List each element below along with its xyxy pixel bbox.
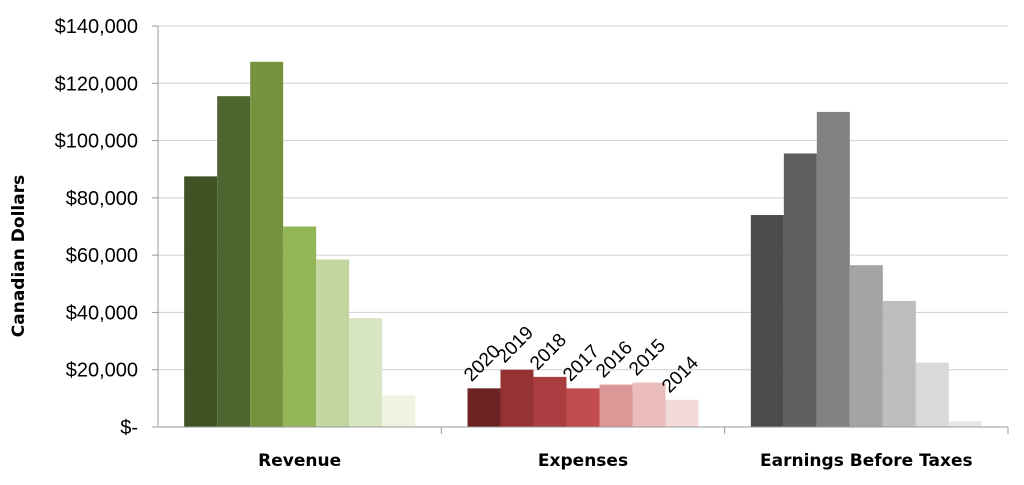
bar (849, 265, 883, 427)
bar (632, 382, 666, 427)
bar (467, 388, 501, 427)
bar (566, 388, 600, 427)
y-tick-label: $80,000 (66, 188, 138, 210)
bar (599, 384, 633, 427)
bar (184, 176, 218, 427)
bar (816, 111, 850, 427)
y-axis-ticks: $- $20,000 $40,000 $60,000 $80,000 $100,000 $1… (55, 16, 158, 439)
bar (665, 399, 699, 427)
year-label: 2014 (658, 352, 703, 397)
y-tick-label: $100,000 (55, 131, 138, 153)
bar (533, 376, 567, 427)
y-tick-label: $40,000 (66, 302, 138, 324)
bar (382, 395, 416, 427)
y-tick-label: $120,000 (55, 73, 138, 95)
bars (184, 61, 982, 428)
bar (882, 300, 916, 427)
bar (349, 318, 383, 427)
bar (948, 421, 982, 427)
y-axis-title: Canadian Dollars (9, 175, 29, 337)
category-label: Earnings Before Taxes (760, 451, 973, 471)
category-label: Revenue (258, 451, 341, 471)
category-labels: Revenue Expenses Earnings Before Taxes (258, 451, 972, 471)
bar (500, 369, 534, 427)
bar (915, 362, 949, 427)
category-label: Expenses (538, 451, 628, 471)
y-tick-label: $- (120, 417, 138, 439)
year-label: 2015 (625, 335, 670, 380)
bar (750, 215, 784, 427)
y-tick-label: $20,000 (66, 360, 138, 382)
bar (283, 226, 317, 427)
bar (316, 259, 350, 427)
y-tick-label: $140,000 (55, 16, 138, 38)
bar (250, 61, 284, 428)
bar (217, 96, 251, 428)
bar (783, 153, 817, 428)
axes (157, 26, 1009, 434)
y-tick-label: $60,000 (66, 245, 138, 267)
